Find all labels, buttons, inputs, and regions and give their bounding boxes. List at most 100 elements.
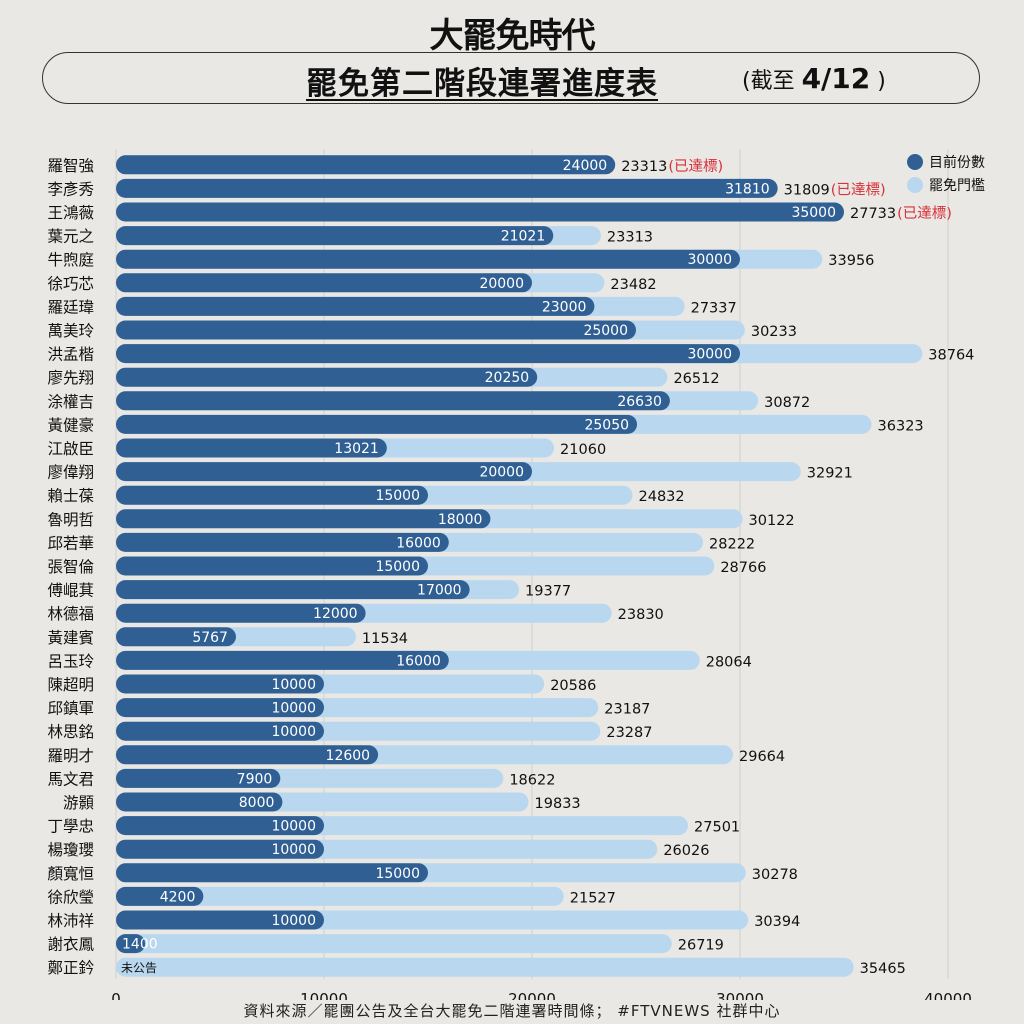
- category-label: 邱鎮軍: [47, 700, 94, 718]
- current-value-label: 10000: [271, 819, 316, 835]
- current-bar: [116, 910, 324, 930]
- category-label: 李彥秀: [47, 180, 94, 198]
- recall-progress-chart: 羅智強 24000 23313 (已達標)李彥秀 31810 31809 (已達標)王鴻薇 3…: [47, 149, 985, 1000]
- category-label: 王鴻薇: [47, 204, 94, 222]
- x-tick-label-4: 40000: [924, 990, 972, 1000]
- title-frame: [42, 52, 980, 104]
- category-label: 廖先翔: [47, 368, 94, 387]
- page-title: 罷免第二階段連署進度表: [306, 66, 658, 102]
- current-value-label: 35000: [791, 205, 836, 221]
- current-value-label: 5767: [192, 630, 228, 646]
- current-value-label: 10000: [271, 913, 316, 929]
- category-label: 邱若華: [47, 534, 94, 552]
- current-bar: [116, 674, 324, 694]
- current-value-label: 8000: [239, 795, 275, 811]
- current-bar: [116, 485, 428, 505]
- current-bar: [116, 816, 324, 836]
- threshold-value-label: 35465: [860, 961, 906, 977]
- current-value-label: 10000: [271, 701, 316, 717]
- current-value-label: 18000: [438, 512, 483, 528]
- threshold-value-label: 20586: [550, 678, 596, 694]
- current-bar: [116, 391, 670, 411]
- category-label: 馬文君: [47, 770, 94, 788]
- threshold-value-label: 27733: [850, 206, 896, 222]
- threshold-value-label: 29664: [739, 749, 785, 765]
- as-of-date: (截至 4/12 ): [742, 62, 886, 95]
- threshold-value-label: 18622: [509, 772, 555, 788]
- current-bar: [116, 745, 379, 765]
- legend-swatch: [907, 177, 923, 193]
- category-label: 林德福: [47, 605, 94, 623]
- legend-label: 罷免門檻: [929, 177, 985, 194]
- threshold-value-label: 19833: [535, 796, 581, 812]
- current-bar: [116, 698, 324, 718]
- threshold-value-label: 21060: [560, 442, 606, 458]
- x-tick-label-0: 0: [111, 990, 121, 1000]
- threshold-value-label: 26026: [663, 843, 709, 859]
- current-value-label: 15000: [375, 559, 420, 575]
- category-label: 徐巧芯: [47, 275, 94, 293]
- threshold-value-label: 27337: [691, 300, 737, 316]
- current-bar: [116, 839, 324, 859]
- current-bar: [116, 650, 449, 670]
- threshold-value-label: 32921: [807, 466, 853, 482]
- reached-label: (已達標): [831, 181, 886, 198]
- current-bar: [116, 438, 387, 458]
- threshold-value-label: 26719: [678, 938, 724, 954]
- no-data-label: 未公告: [121, 961, 157, 975]
- current-value-label: 12600: [326, 748, 371, 764]
- current-value-label: 30000: [687, 347, 732, 363]
- category-label: 顏寬恒: [47, 865, 94, 883]
- threshold-value-label: 28222: [709, 536, 755, 552]
- category-label: 張智倫: [47, 558, 94, 576]
- threshold-value-label: 38764: [928, 348, 974, 364]
- current-value-label: 25050: [584, 417, 629, 433]
- current-value-label: 25000: [583, 323, 628, 339]
- threshold-value-label: 23187: [604, 702, 650, 718]
- threshold-bar: [116, 934, 672, 954]
- threshold-value-label: 30233: [751, 324, 797, 340]
- current-value-label: 7900: [237, 771, 273, 787]
- threshold-value-label: 26512: [673, 371, 719, 387]
- threshold-value-label: 24832: [639, 489, 685, 505]
- current-value-label: 1400: [122, 937, 158, 953]
- category-label: 謝衣鳳: [47, 936, 94, 954]
- threshold-bar: [116, 886, 564, 906]
- current-value-label: 30000: [687, 252, 732, 268]
- current-value-label: 26630: [617, 394, 662, 410]
- category-label: 江啟臣: [47, 440, 94, 458]
- brand-logo: 大罷免時代: [429, 16, 596, 56]
- threshold-value-label: 31809: [784, 182, 830, 198]
- current-value-label: 10000: [271, 842, 316, 858]
- current-value-label: 21021: [501, 229, 546, 245]
- category-label: 傅崐萁: [47, 582, 94, 600]
- category-label: 魯明哲: [47, 511, 94, 529]
- threshold-value-label: 30278: [752, 867, 798, 883]
- current-bar: [116, 296, 595, 316]
- current-value-label: 24000: [563, 158, 608, 174]
- category-label: 牛煦庭: [47, 251, 94, 269]
- current-bar: [116, 226, 554, 246]
- current-value-label: 16000: [396, 535, 441, 551]
- threshold-value-label: 30394: [754, 914, 800, 930]
- category-label: 黃建賓: [47, 628, 94, 647]
- legend-label: 目前份數: [929, 154, 985, 171]
- current-bar: [116, 344, 740, 364]
- threshold-value-label: 19377: [525, 584, 571, 600]
- current-bar: [116, 627, 236, 647]
- category-label: 徐欣瑩: [47, 888, 94, 906]
- current-bar: [116, 603, 366, 623]
- threshold-value-label: 36323: [878, 418, 924, 434]
- category-label: 涂權吉: [47, 393, 94, 411]
- threshold-value-label: 27501: [694, 820, 740, 836]
- current-value-label: 10000: [271, 724, 316, 740]
- date-value: 4/12: [801, 62, 871, 95]
- category-label: 羅明才: [47, 747, 94, 765]
- current-bar: [116, 532, 449, 552]
- reached-label: (已達標): [897, 205, 952, 222]
- current-bar: [116, 721, 324, 741]
- current-bar: [116, 320, 636, 340]
- threshold-value-label: 30122: [749, 513, 795, 529]
- category-label: 洪孟楷: [47, 346, 94, 364]
- current-value-label: 16000: [396, 653, 441, 669]
